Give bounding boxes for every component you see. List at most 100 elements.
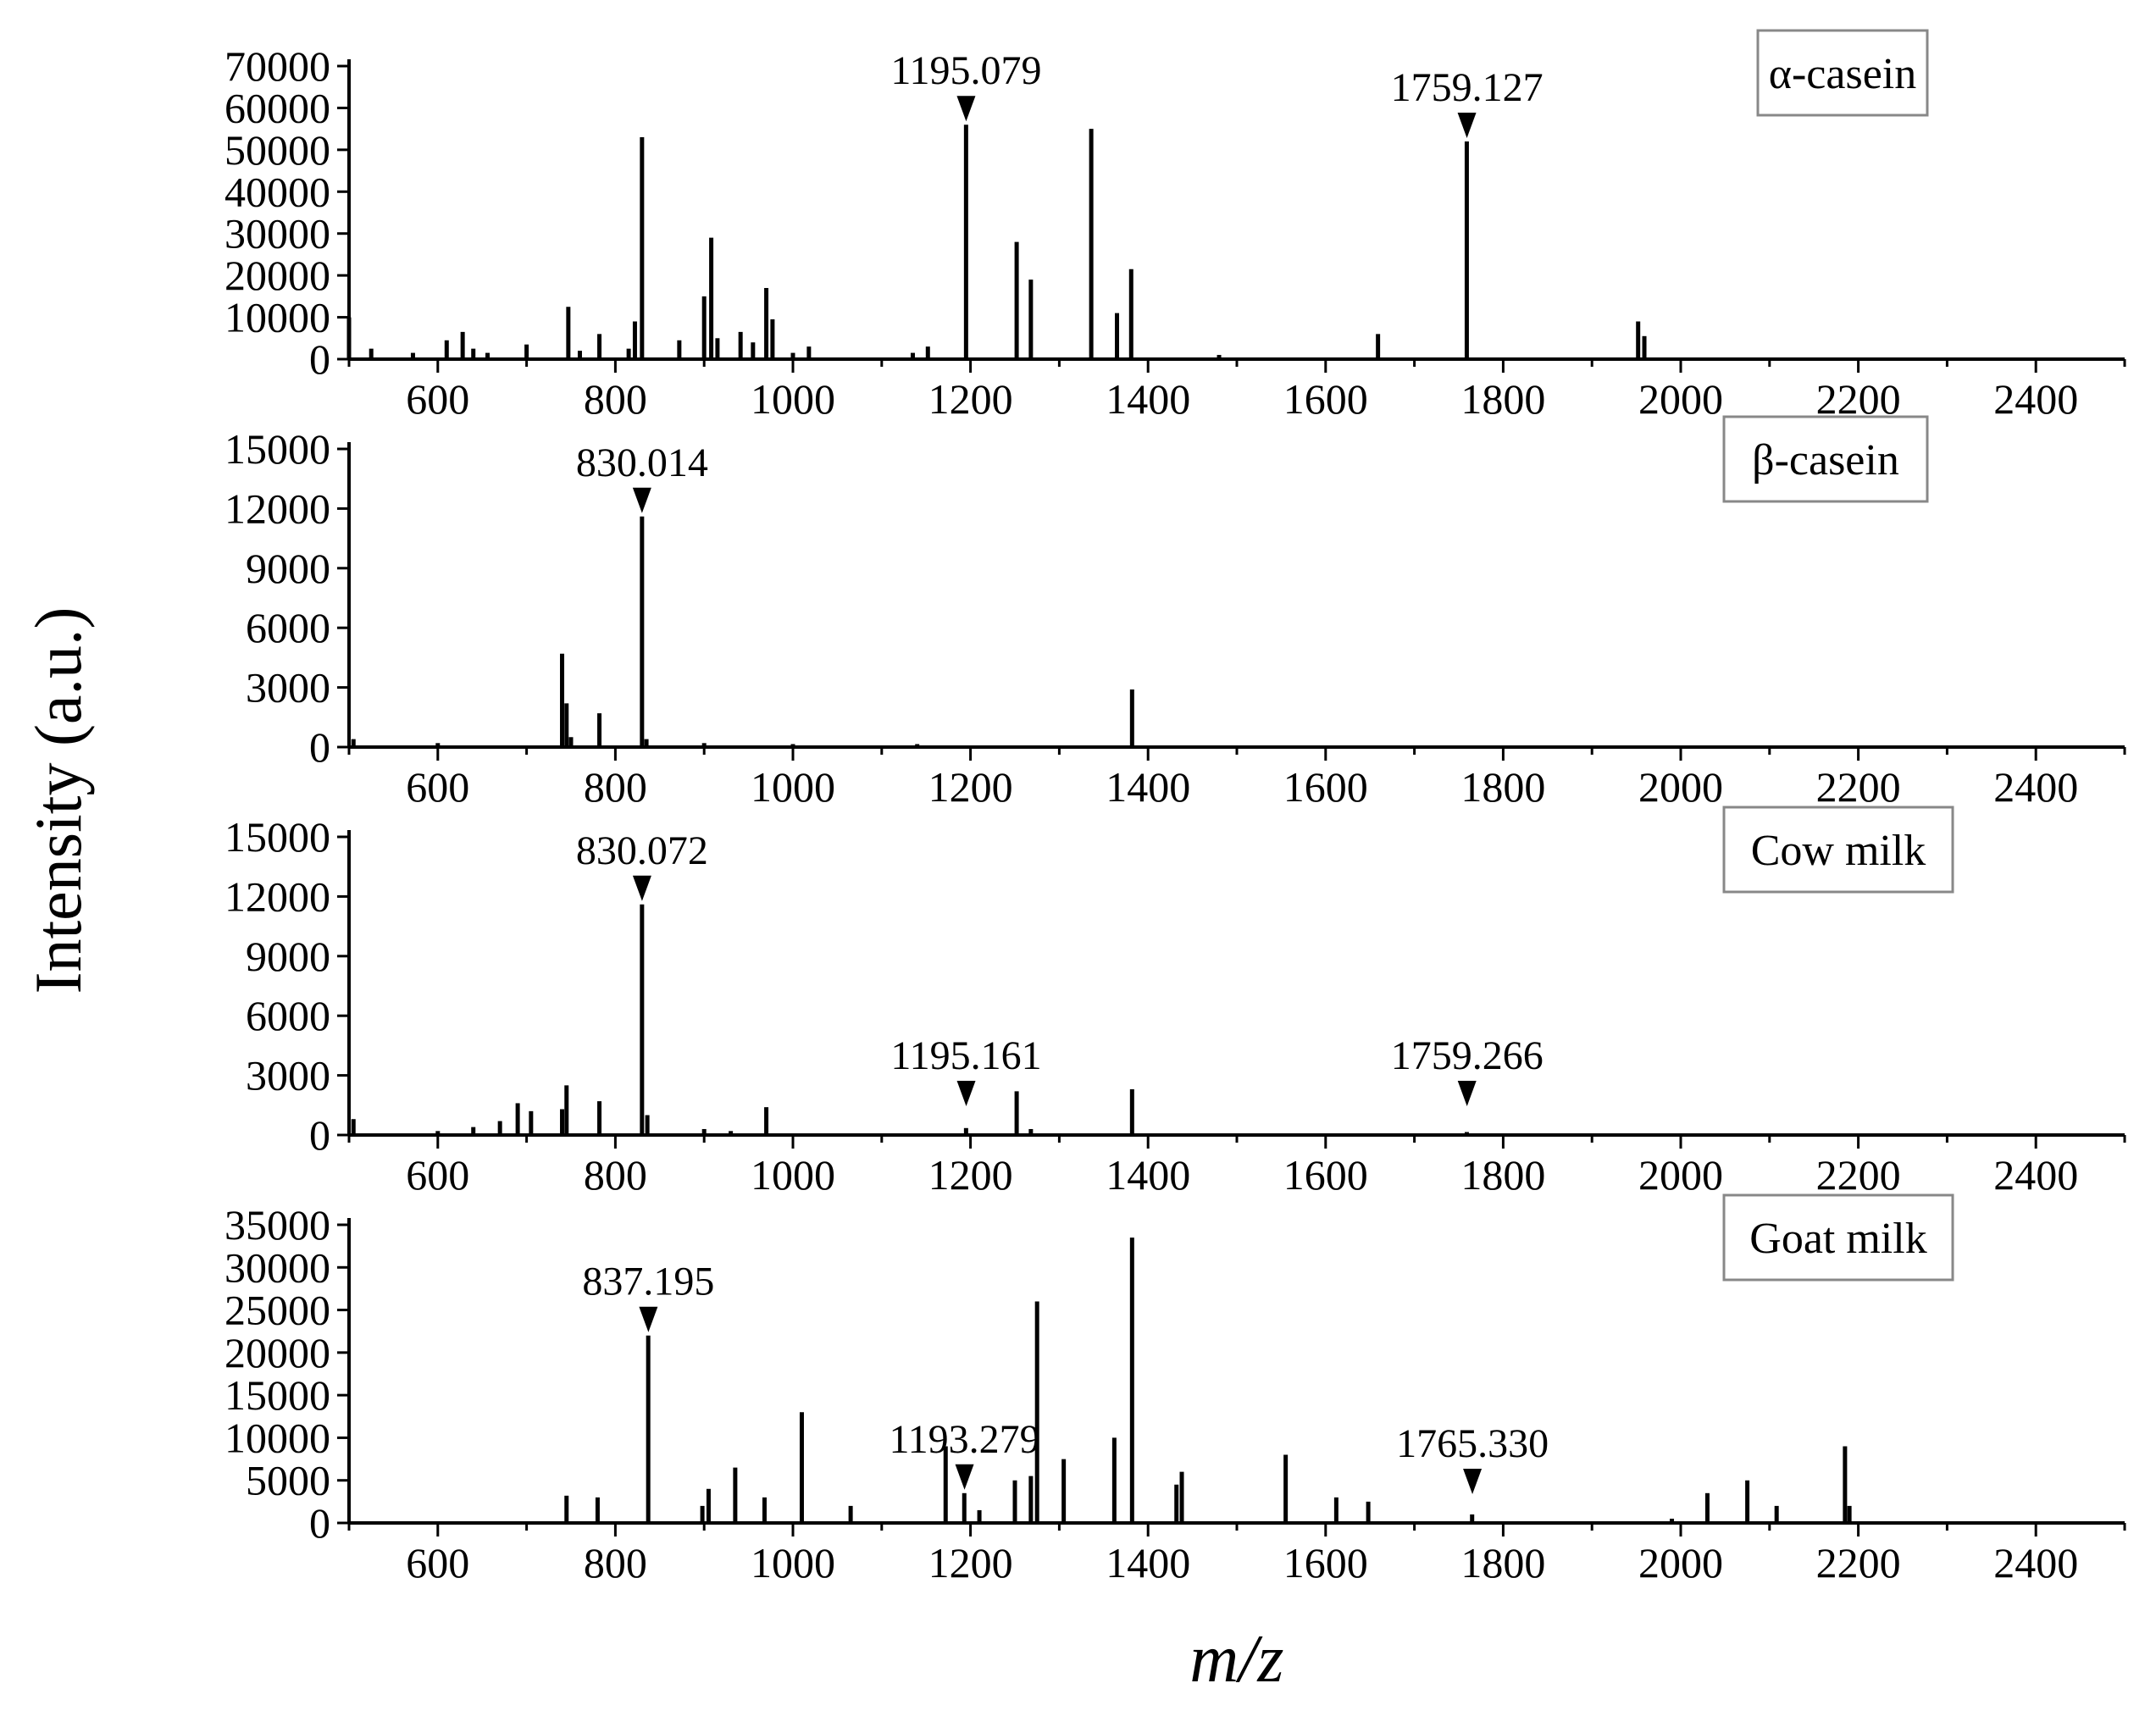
x-tick-label: 2000 [1638,375,1723,423]
y-tick-label: 6000 [246,992,330,1039]
peak-label: 830.014 [576,440,708,485]
x-tick-label: 1800 [1460,1539,1545,1586]
y-axis-label: Intensity (a.u.) [21,606,95,994]
peak-label: 1759.127 [1391,65,1544,110]
y-tick-label: 20000 [224,252,330,299]
x-tick-label: 800 [584,1151,647,1199]
peak-marker [956,96,976,122]
x-tick-label: 600 [406,1539,469,1586]
x-tick-label: 2200 [1816,1539,1901,1586]
x-tick-label: 600 [406,763,469,811]
y-tick-label: 0 [309,1499,330,1547]
x-tick-label: 1800 [1460,763,1545,811]
x-tick-label: 1600 [1283,763,1368,811]
x-tick-label: 1800 [1460,375,1545,423]
peak-label: 1193.279 [889,1417,1039,1462]
x-tick-label: 1200 [928,1151,1013,1199]
y-tick-label: 0 [309,1111,330,1159]
legend-label: Cow milk [1751,827,1926,875]
peak-label: 1765.330 [1396,1421,1549,1466]
legend-label: β-casein [1752,436,1899,484]
x-tick-label: 2200 [1816,763,1901,811]
y-tick-label: 5000 [246,1457,330,1504]
x-tick-label: 2000 [1638,763,1723,811]
x-tick-label: 2400 [1993,1539,2078,1586]
x-tick-label: 2400 [1993,763,2078,811]
x-tick-label: 800 [584,1539,647,1586]
legend-box [1722,1193,1954,1282]
x-tick-label: 2000 [1638,1539,1723,1586]
x-tick-label: 1600 [1283,1539,1368,1586]
x-tick-label: 1400 [1106,1151,1190,1199]
x-tick-label: 600 [406,1151,469,1199]
legend-box [1722,806,1954,894]
y-tick-label: 60000 [224,84,330,131]
x-tick-label: 1600 [1283,1151,1368,1199]
y-tick-label: 3000 [246,664,330,712]
legend-box [1722,415,1929,503]
peak-label: 1195.161 [890,1033,1041,1078]
x-tick-label: 1000 [751,375,835,423]
x-tick-label: 2400 [1993,375,2078,423]
y-tick-label: 9000 [246,933,330,980]
x-tick-label: 2400 [1993,1151,2078,1199]
peak-label: 1195.079 [890,48,1041,93]
y-tick-label: 0 [309,723,330,771]
y-tick-label: 30000 [224,210,330,257]
y-tick-label: 15000 [224,813,330,861]
x-tick-label: 1400 [1106,375,1190,423]
x-axis-label: m/z [1189,1622,1283,1697]
y-tick-label: 6000 [246,604,330,651]
y-tick-label: 10000 [224,294,330,341]
y-tick-label: 40000 [224,168,330,215]
peak-marker [632,875,651,901]
peak-marker [639,1306,658,1332]
y-tick-label: 9000 [246,545,330,592]
peak-marker [956,1081,976,1106]
x-tick-label: 1200 [928,375,1013,423]
y-tick-label: 20000 [224,1329,330,1376]
x-tick-label: 1400 [1106,1539,1190,1586]
y-tick-label: 50000 [224,126,330,174]
x-tick-label: 1800 [1460,1151,1545,1199]
x-tick-label: 1200 [928,763,1013,811]
peak-label: 830.072 [576,828,708,873]
x-tick-label: 800 [584,375,647,423]
x-tick-label: 1000 [751,1539,835,1586]
x-tick-label: 600 [406,375,469,423]
x-tick-label: 1400 [1106,763,1190,811]
y-tick-label: 12000 [224,484,330,532]
x-tick-label: 2200 [1816,1151,1901,1199]
legend-box [1756,29,1929,117]
peak-marker [1457,112,1477,138]
peak-marker [632,487,651,513]
peak-label: 837.195 [582,1260,714,1304]
peak-marker [1463,1469,1483,1494]
x-tick-label: 800 [584,763,647,811]
panel-2: 0 3000 6000 9000 12000 15000 600 800 1000 1200 140… [224,806,2126,1199]
y-tick-label: 3000 [246,1052,330,1099]
y-tick-label: 70000 [224,42,330,90]
panel-1: 0 3000 6000 9000 12000 15000 600 800 1000 1200 140… [224,415,2126,811]
x-tick-label: 2000 [1638,1151,1723,1199]
x-tick-label: 1000 [751,1151,835,1199]
y-tick-label: 15000 [224,425,330,473]
x-tick-label: 1200 [928,1539,1013,1586]
x-tick-label: 2200 [1816,375,1901,423]
peak-label: 1759.266 [1391,1033,1544,1078]
x-tick-label: 1000 [751,763,835,811]
legend-label: α-casein [1769,50,1916,98]
y-tick-label: 30000 [224,1243,330,1291]
peak-marker [1457,1081,1477,1106]
y-tick-label: 0 [309,335,330,383]
y-tick-label: 25000 [224,1287,330,1334]
y-tick-label: 15000 [224,1371,330,1419]
y-tick-label: 12000 [224,872,330,920]
peak-marker [955,1464,974,1490]
legend-label: Goat milk [1749,1215,1926,1263]
x-tick-label: 1600 [1283,375,1368,423]
y-tick-label: 10000 [224,1414,330,1461]
